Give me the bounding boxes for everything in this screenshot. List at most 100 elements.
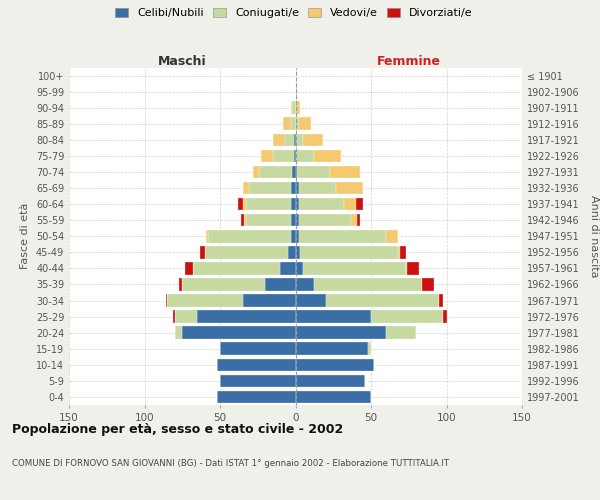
Bar <box>296 198 299 210</box>
Bar <box>299 230 386 242</box>
Text: Popolazione per età, sesso e stato civile - 2002: Popolazione per età, sesso e stato civil… <box>12 422 343 436</box>
Bar <box>208 230 291 242</box>
Bar <box>291 230 296 242</box>
Bar <box>422 278 434 290</box>
Bar <box>386 326 416 339</box>
Bar <box>291 198 296 210</box>
Bar <box>296 294 326 307</box>
Bar <box>292 166 296 178</box>
Bar <box>241 214 244 226</box>
Bar <box>296 358 374 371</box>
Bar <box>296 230 299 242</box>
Bar <box>283 118 291 130</box>
Bar <box>296 390 371 403</box>
Bar <box>299 118 311 130</box>
Bar <box>296 134 303 146</box>
Bar <box>291 214 296 226</box>
Bar <box>443 310 446 323</box>
Bar <box>197 310 296 323</box>
Bar <box>248 182 291 194</box>
Bar <box>296 102 300 114</box>
Bar <box>314 278 422 290</box>
Bar <box>296 246 300 258</box>
Bar <box>285 134 294 146</box>
Bar <box>242 294 296 307</box>
Bar <box>206 230 208 242</box>
Bar <box>238 198 242 210</box>
Bar <box>273 150 294 162</box>
Bar <box>352 214 358 226</box>
Bar <box>303 262 406 274</box>
Bar <box>296 278 314 290</box>
Bar <box>166 294 167 307</box>
Bar <box>326 294 439 307</box>
Bar <box>291 118 296 130</box>
Bar <box>296 342 368 355</box>
Bar <box>406 262 407 274</box>
Bar <box>280 262 296 274</box>
Bar <box>386 230 398 242</box>
Bar <box>167 294 242 307</box>
Bar <box>296 214 299 226</box>
Bar <box>220 342 296 355</box>
Bar <box>173 310 175 323</box>
Bar <box>299 182 336 194</box>
Bar <box>439 294 443 307</box>
Bar <box>356 198 364 210</box>
Bar <box>371 310 443 323</box>
Bar <box>182 326 296 339</box>
Bar <box>245 214 291 226</box>
Bar <box>294 150 296 162</box>
Bar <box>182 278 265 290</box>
Bar <box>220 374 296 387</box>
Bar <box>217 358 296 371</box>
Bar <box>358 214 361 226</box>
Bar <box>299 214 352 226</box>
Bar <box>294 134 296 146</box>
Bar <box>297 166 330 178</box>
Bar <box>314 150 341 162</box>
Bar <box>296 118 299 130</box>
Bar <box>175 326 182 339</box>
Bar <box>244 214 245 226</box>
Bar <box>193 262 280 274</box>
Bar <box>330 166 361 178</box>
Bar <box>368 342 371 355</box>
Bar <box>242 198 245 210</box>
Bar <box>299 198 344 210</box>
Bar <box>175 310 197 323</box>
Bar <box>179 278 182 290</box>
Bar <box>300 246 398 258</box>
Bar <box>296 150 314 162</box>
Bar <box>296 262 303 274</box>
Bar <box>185 262 193 274</box>
Legend: Celibi/Nubili, Coniugati/e, Vedovi/e, Divorziati/e: Celibi/Nubili, Coniugati/e, Vedovi/e, Di… <box>112 4 476 21</box>
Bar <box>398 246 400 258</box>
Bar <box>336 182 364 194</box>
Bar <box>288 246 296 258</box>
Bar <box>400 246 406 258</box>
Bar <box>303 134 323 146</box>
Bar <box>265 278 296 290</box>
Y-axis label: Anni di nascita: Anni di nascita <box>589 195 599 278</box>
Text: Femmine: Femmine <box>377 56 441 68</box>
Bar <box>217 390 296 403</box>
Bar <box>407 262 419 274</box>
Bar <box>291 102 292 114</box>
Y-axis label: Fasce di età: Fasce di età <box>20 203 30 270</box>
Bar <box>242 182 248 194</box>
Text: COMUNE DI FORNOVO SAN GIOVANNI (BG) - Dati ISTAT 1° gennaio 2002 - Elaborazione : COMUNE DI FORNOVO SAN GIOVANNI (BG) - Da… <box>12 459 449 468</box>
Bar <box>296 86 297 98</box>
Bar <box>273 134 285 146</box>
Bar <box>296 374 365 387</box>
Bar <box>296 326 386 339</box>
Bar <box>261 150 273 162</box>
Bar <box>296 310 371 323</box>
Bar <box>292 102 296 114</box>
Bar <box>205 246 288 258</box>
Text: Maschi: Maschi <box>158 56 206 68</box>
Bar <box>253 166 259 178</box>
Bar <box>291 182 296 194</box>
Bar <box>245 198 291 210</box>
Bar <box>259 166 292 178</box>
